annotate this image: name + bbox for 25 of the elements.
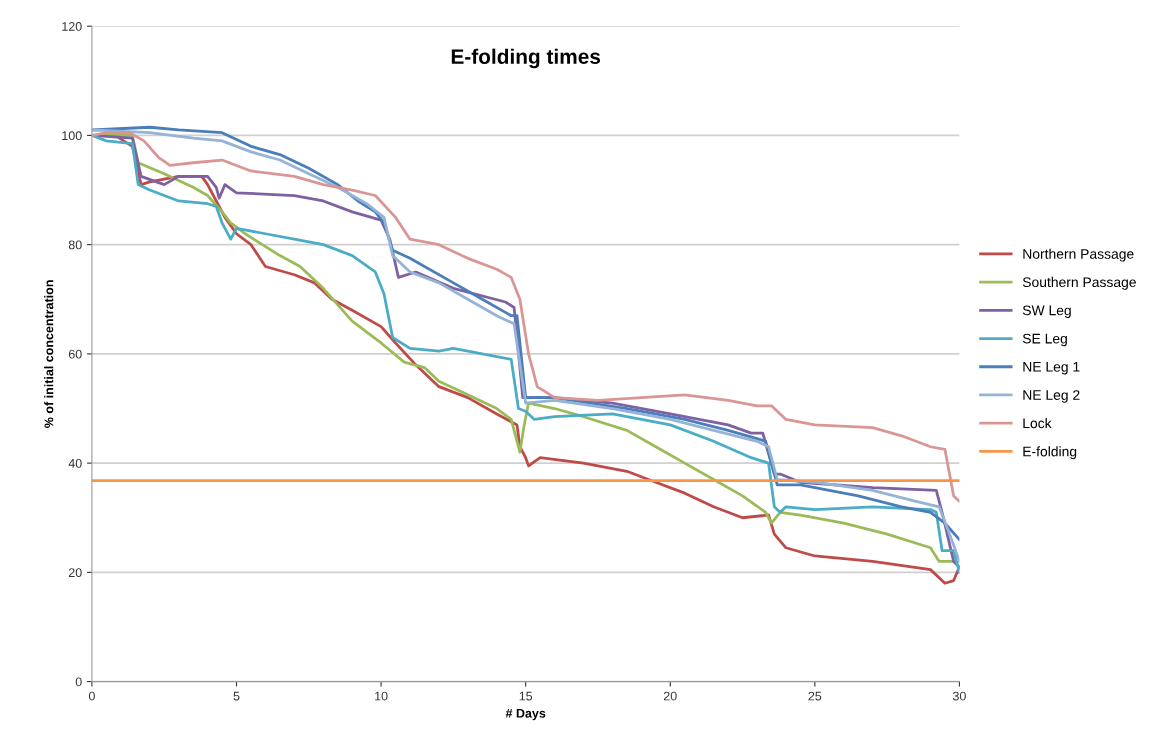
legend-label: NE Leg 1 [1023,362,1080,375]
y-tick-label: 100 [62,131,82,141]
legend-label: Northern Passage [1023,248,1134,262]
y-tick-label: 20 [68,568,82,578]
legend-label: SW Leg [1022,305,1071,319]
x-tick-label: 15 [519,691,533,701]
legend-label: Lock [1023,417,1052,429]
x-tick-label: 10 [375,691,388,701]
text: E-folding times [451,48,601,69]
y-axis-title: % of initial concentration [44,280,54,428]
legend-label: SE Leg [1022,333,1067,347]
legend-label: NE Leg 2 [1023,390,1080,403]
legend-label: Southern Passage [1022,276,1136,290]
x-tick-label: 30 [952,691,966,701]
legend-label: E-folding [1023,446,1077,460]
y-tick-label: 80 [68,240,82,250]
x-tick-label: 5 [233,691,240,701]
x-tick-label: 20 [663,691,677,701]
y-tick-label: 40 [68,458,82,468]
x-tick-label: 25 [808,691,822,701]
x-axis-title: # Days [505,708,546,721]
x-tick-label: 0 [88,691,95,701]
y-tick-label: 60 [68,349,82,359]
y-tick-label: 120 [62,22,82,31]
y-tick-label: 0 [75,677,82,687]
